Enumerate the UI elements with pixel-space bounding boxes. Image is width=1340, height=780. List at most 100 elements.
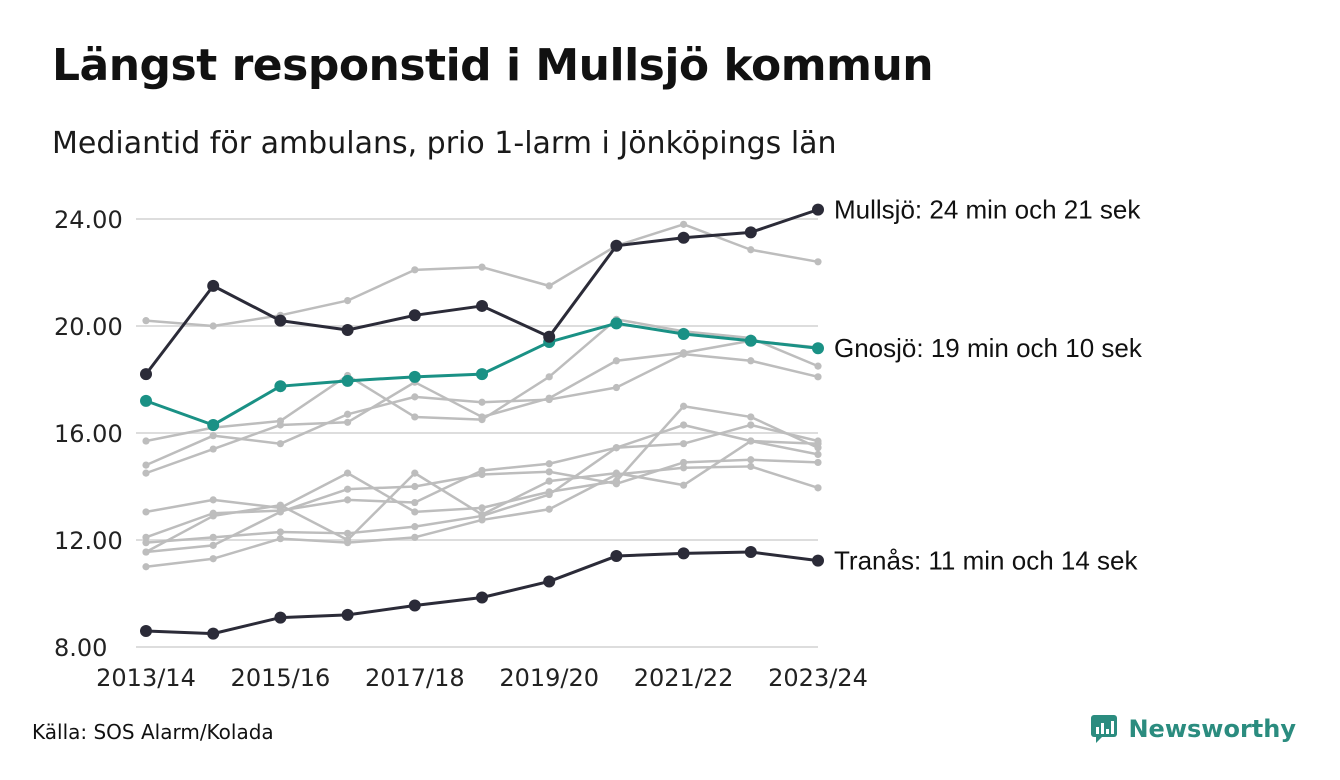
background-series-point xyxy=(478,413,486,421)
background-series-point xyxy=(411,498,419,507)
y-tick-label: 20.00 xyxy=(54,313,123,341)
background-series-point xyxy=(612,444,621,452)
background-series-point xyxy=(478,516,486,524)
background-series-point xyxy=(814,458,822,467)
background-series-point xyxy=(411,413,419,421)
x-tick-label: 2015/16 xyxy=(231,664,331,692)
background-series-point xyxy=(747,421,755,429)
background-series-point xyxy=(814,373,822,381)
background-series-point xyxy=(344,496,352,504)
background-series-point xyxy=(142,437,150,445)
y-tick-label: 24.00 xyxy=(54,206,123,234)
background-series-line xyxy=(145,423,819,544)
background-series-point xyxy=(142,469,150,477)
background-series-point xyxy=(545,505,553,513)
mullsjo-series-point xyxy=(610,239,623,252)
gnosjo-series-point xyxy=(408,370,421,383)
background-series-point xyxy=(747,413,755,421)
background-series-point xyxy=(142,548,150,556)
tranas-series-point xyxy=(543,575,556,588)
background-series-point xyxy=(814,362,822,370)
background-series-point xyxy=(209,496,217,504)
background-series-point xyxy=(344,529,352,537)
gnosjo-series-point xyxy=(744,334,757,347)
y-tick-label: 8.00 xyxy=(54,634,107,662)
background-series-point xyxy=(142,461,150,469)
tranas-series-point xyxy=(812,554,824,567)
tranas-series-point xyxy=(341,608,354,621)
background-series-point xyxy=(478,263,486,271)
background-series-point xyxy=(411,508,419,516)
background-series-point xyxy=(411,482,419,491)
background-series-point xyxy=(747,246,755,254)
background-series-point xyxy=(209,541,217,549)
background-series-point xyxy=(680,402,688,410)
tranas-end-label: Tranås: 11 min och 14 sek xyxy=(834,546,1138,576)
mullsjo-series-point xyxy=(543,330,556,343)
background-series-point xyxy=(276,528,284,536)
x-tick-label: 2017/18 xyxy=(365,664,465,692)
background-series-point xyxy=(680,464,688,472)
tranas-series-point xyxy=(140,624,152,637)
gnosjo-series-point xyxy=(341,374,354,387)
background-series-point xyxy=(747,462,755,471)
background-series-point xyxy=(478,510,486,519)
gnosjo-series-point xyxy=(207,418,220,431)
background-series-point xyxy=(209,555,217,563)
background-series-point xyxy=(344,469,352,477)
chart-title: Längst responstid i Mullsjö kommun xyxy=(52,40,934,91)
background-series-point xyxy=(344,410,352,418)
background-series-point xyxy=(276,508,284,516)
background-series-point xyxy=(680,440,688,448)
background-series-point xyxy=(142,317,150,325)
tranas-series-point xyxy=(610,550,623,563)
gnosjo-end-label: Gnosjö: 19 min och 10 sek xyxy=(834,333,1143,363)
background-series-point xyxy=(814,440,822,448)
background-series-point xyxy=(142,508,150,516)
mullsjo-series-line xyxy=(144,208,819,376)
background-series-point xyxy=(747,437,755,445)
newsworthy-logo-icon xyxy=(1091,715,1118,743)
background-series-point xyxy=(344,539,352,547)
background-series-point xyxy=(478,504,486,512)
gnosjo-series-point xyxy=(610,317,623,330)
background-series-point xyxy=(209,512,217,520)
tranas-series-point xyxy=(677,547,690,560)
background-series-point xyxy=(612,480,621,488)
y-tick-label: 16.00 xyxy=(54,420,123,448)
gnosjo-series-point xyxy=(677,328,690,341)
gnosjo-series-point xyxy=(274,380,287,393)
background-series-point xyxy=(209,322,217,330)
background-series-point xyxy=(478,398,486,406)
mullsjo-series-point xyxy=(140,368,152,381)
background-series-point xyxy=(344,296,352,305)
y-tick-label: 12.00 xyxy=(54,527,123,555)
background-series-point xyxy=(411,533,419,541)
background-series-point xyxy=(545,282,553,290)
mullsjo-series-point xyxy=(744,226,757,239)
background-series-point xyxy=(142,533,150,541)
mullsjo-end-label: Mullsjö: 24 min och 21 sek xyxy=(834,195,1141,225)
source-note: Källa: SOS Alarm/Kolada xyxy=(32,720,274,744)
background-series-point xyxy=(276,535,284,543)
x-tick-label: 2019/20 xyxy=(499,664,599,692)
background-series-point xyxy=(209,533,217,541)
background-series-point xyxy=(411,393,419,401)
mullsjo-series-point xyxy=(274,314,287,327)
background-series-point xyxy=(276,421,284,429)
background-series-point xyxy=(276,440,284,448)
mullsjo-series-point xyxy=(677,231,690,244)
x-tick-label: 2023/24 xyxy=(768,664,868,692)
tranas-series-point xyxy=(274,611,287,624)
background-series-point xyxy=(344,418,352,426)
background-series-point xyxy=(612,357,621,365)
x-tick-label: 2013/14 xyxy=(96,664,196,692)
background-series-point xyxy=(478,470,486,479)
background-series-point xyxy=(680,421,688,429)
background-series-point xyxy=(411,523,419,531)
background-series-point xyxy=(142,563,150,571)
gnosjo-series-point xyxy=(476,368,488,381)
background-series-point xyxy=(814,258,822,266)
background-series-point xyxy=(747,357,755,365)
background-series-point xyxy=(209,445,217,453)
